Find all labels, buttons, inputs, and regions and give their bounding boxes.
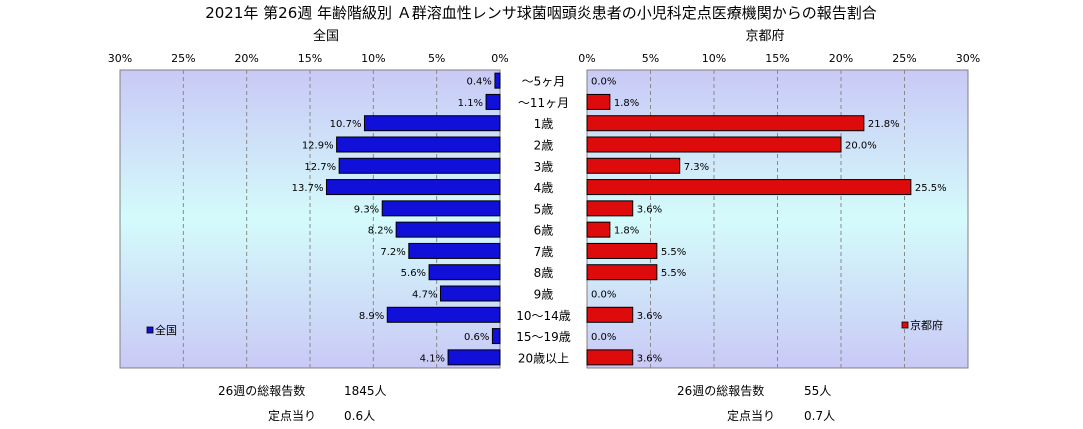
kyoto-data-label: 3.6% bbox=[637, 204, 662, 215]
category-label: 20歳以上 bbox=[518, 351, 569, 365]
national-data-label: 0.4% bbox=[467, 77, 492, 88]
national-bar bbox=[338, 157, 501, 174]
national-data-label: 8.2% bbox=[368, 226, 393, 237]
national-data-label: 1.1% bbox=[458, 98, 483, 109]
kyoto-panel-title: 京都府 bbox=[745, 29, 784, 44]
kyoto-data-label: 20.0% bbox=[845, 141, 877, 152]
national-data-label: 7.2% bbox=[380, 247, 405, 258]
national-per-label: 定点当り bbox=[268, 408, 316, 423]
national-bar bbox=[439, 285, 501, 302]
kyoto-bar bbox=[586, 306, 634, 323]
kyoto-tick-label: 15% bbox=[765, 52, 789, 65]
national-bar bbox=[447, 349, 501, 366]
national-tick-label: 10% bbox=[361, 52, 385, 65]
category-label: 8歳 bbox=[534, 266, 554, 280]
national-bar bbox=[325, 179, 501, 196]
kyoto-tick-label: 0% bbox=[578, 52, 595, 65]
kyoto-tick-label: 30% bbox=[956, 52, 980, 65]
category-label: 5歳 bbox=[534, 202, 554, 216]
national-tick-label: 30% bbox=[108, 52, 132, 65]
kyoto-data-label: 5.5% bbox=[661, 268, 686, 279]
category-label: 3歳 bbox=[534, 160, 554, 174]
kyoto-legend-label: 京都府 bbox=[910, 318, 943, 332]
kyoto-data-label: 0.0% bbox=[591, 290, 616, 301]
category-label: 1歳 bbox=[534, 117, 554, 131]
national-data-label: 10.7% bbox=[330, 119, 362, 130]
national-bar bbox=[381, 200, 501, 217]
national-data-label: 8.9% bbox=[359, 311, 384, 322]
national-per-value: 0.6人 bbox=[344, 409, 375, 423]
kyoto-data-label: 21.8% bbox=[868, 119, 900, 130]
kyoto-data-label: 0.0% bbox=[591, 332, 616, 343]
kyoto-data-label: 1.8% bbox=[614, 98, 639, 109]
kyoto-bar bbox=[586, 93, 611, 110]
category-label: 4歳 bbox=[534, 181, 554, 195]
national-data-label: 12.7% bbox=[304, 162, 336, 173]
kyoto-bar bbox=[586, 264, 658, 281]
kyoto-bar bbox=[586, 200, 634, 217]
category-label: 7歳 bbox=[534, 245, 554, 259]
national-bar bbox=[395, 221, 501, 238]
kyoto-bar bbox=[586, 349, 634, 366]
kyoto-bar bbox=[586, 242, 658, 259]
national-bar bbox=[363, 115, 501, 132]
category-label: 6歳 bbox=[534, 224, 554, 238]
kyoto-bar bbox=[586, 115, 865, 132]
national-panel-title: 全国 bbox=[313, 28, 339, 44]
national-legend-label: 全国 bbox=[155, 323, 177, 337]
national-bar bbox=[336, 136, 501, 153]
kyoto-total-value: 55人 bbox=[804, 384, 831, 398]
national-tick-label: 0% bbox=[491, 52, 508, 65]
national-bar bbox=[408, 242, 501, 259]
chart-title: 2021年 第26週 年齢階級別 Ａ群溶血性レンサ球菌咽頭炎患者の小児科定点医療… bbox=[205, 4, 877, 22]
category-label: ～5ヶ月 bbox=[522, 75, 566, 89]
national-data-label: 4.1% bbox=[420, 353, 445, 364]
national-data-label: 9.3% bbox=[354, 204, 379, 215]
kyoto-tick-label: 10% bbox=[702, 52, 726, 65]
national-bar bbox=[491, 328, 501, 345]
national-bar bbox=[485, 93, 501, 110]
national-tick-label: 20% bbox=[234, 52, 258, 65]
kyoto-data-label: 1.8% bbox=[614, 226, 639, 237]
national-bar bbox=[386, 306, 501, 323]
category-label: 2歳 bbox=[534, 139, 554, 153]
category-label: 15～19歳 bbox=[516, 330, 571, 344]
national-total-value: 1845人 bbox=[344, 384, 387, 398]
kyoto-total-label: 26週の総報告数 bbox=[677, 383, 764, 398]
national-total-label: 26週の総報告数 bbox=[218, 383, 305, 398]
category-label: 10～14歳 bbox=[516, 309, 571, 323]
kyoto-data-label: 7.3% bbox=[684, 162, 709, 173]
kyoto-data-label: 3.6% bbox=[637, 311, 662, 322]
national-legend-swatch bbox=[146, 326, 154, 334]
national-data-label: 0.6% bbox=[464, 332, 489, 343]
category-label: 9歳 bbox=[534, 288, 554, 302]
kyoto-per-value: 0.7人 bbox=[804, 409, 835, 423]
kyoto-data-label: 5.5% bbox=[661, 247, 686, 258]
kyoto-bar bbox=[586, 221, 611, 238]
kyoto-data-label: 25.5% bbox=[915, 183, 947, 194]
category-label: ～11ヶ月 bbox=[518, 96, 569, 110]
national-tick-label: 15% bbox=[298, 52, 322, 65]
national-tick-label: 25% bbox=[171, 52, 195, 65]
national-data-label: 5.6% bbox=[401, 268, 426, 279]
kyoto-bar bbox=[586, 136, 842, 153]
kyoto-bar bbox=[586, 157, 681, 174]
kyoto-data-label: 0.0% bbox=[591, 77, 616, 88]
kyoto-legend-swatch bbox=[901, 321, 909, 329]
kyoto-tick-label: 20% bbox=[829, 52, 853, 65]
kyoto-per-label: 定点当り bbox=[727, 408, 775, 423]
kyoto-bar bbox=[586, 179, 912, 196]
kyoto-data-label: 3.6% bbox=[637, 353, 662, 364]
national-tick-label: 5% bbox=[428, 52, 445, 65]
national-data-label: 13.7% bbox=[292, 183, 324, 194]
national-bar bbox=[494, 72, 501, 89]
national-bar bbox=[428, 264, 501, 281]
kyoto-tick-label: 5% bbox=[642, 52, 659, 65]
kyoto-tick-label: 25% bbox=[892, 52, 916, 65]
national-data-label: 4.7% bbox=[412, 290, 437, 301]
national-data-label: 12.9% bbox=[302, 141, 334, 152]
